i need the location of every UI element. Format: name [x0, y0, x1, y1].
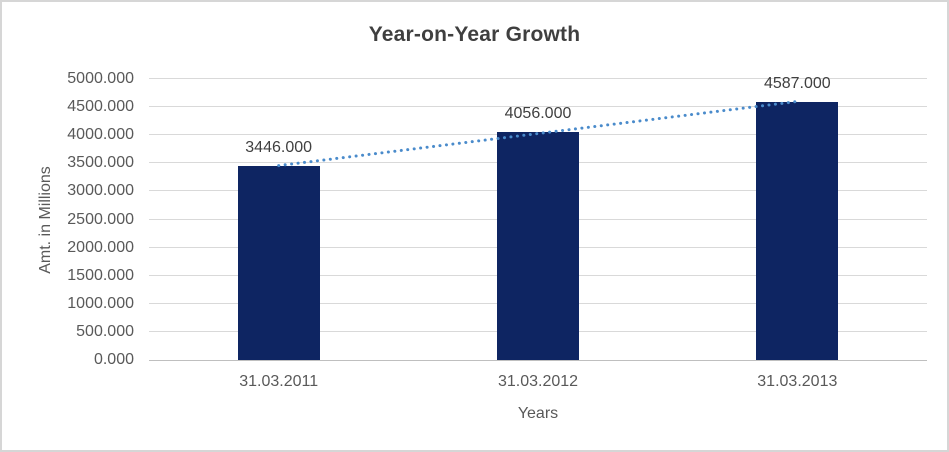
bar-value-label: 4056.000: [504, 105, 572, 123]
bar: [756, 102, 839, 360]
y-tick-label: 2000.000: [67, 238, 134, 256]
trendline: [277, 99, 799, 168]
y-tick-label: 5000.000: [67, 70, 134, 87]
bar-value-label: 3446.000: [245, 139, 313, 157]
y-tick-label: 1000.000: [67, 294, 134, 312]
y-tick-label: 3000.000: [67, 182, 134, 200]
x-axis-line: [149, 360, 927, 361]
y-tick-label: 500.000: [76, 322, 134, 340]
plot-area: 3446.000 4056.000 4587.000: [149, 75, 927, 361]
gridline: [149, 78, 927, 79]
bar: [237, 166, 320, 360]
gridline: [149, 106, 927, 107]
x-tick-label: 31.03.2013: [757, 373, 838, 390]
bar: [497, 132, 579, 360]
x-axis-title: Years: [517, 405, 559, 422]
y-tick-label: 1500.000: [67, 266, 134, 284]
x-tick-label: 31.03.2012: [497, 373, 579, 390]
x-tick-label: 31.03.2011: [239, 373, 319, 390]
y-tick-label: 4500.000: [67, 98, 134, 116]
y-tick-label: 2500.000: [67, 210, 134, 228]
bar-value-label: 4587.000: [763, 75, 831, 93]
y-tick-label: 3500.000: [67, 154, 134, 172]
y-tick-label: 4000.000: [67, 126, 134, 144]
chart-title: Year-on-Year Growth: [368, 23, 581, 46]
trendline-layer: [277, 99, 799, 168]
y-tick-label: 0.000: [93, 351, 134, 368]
